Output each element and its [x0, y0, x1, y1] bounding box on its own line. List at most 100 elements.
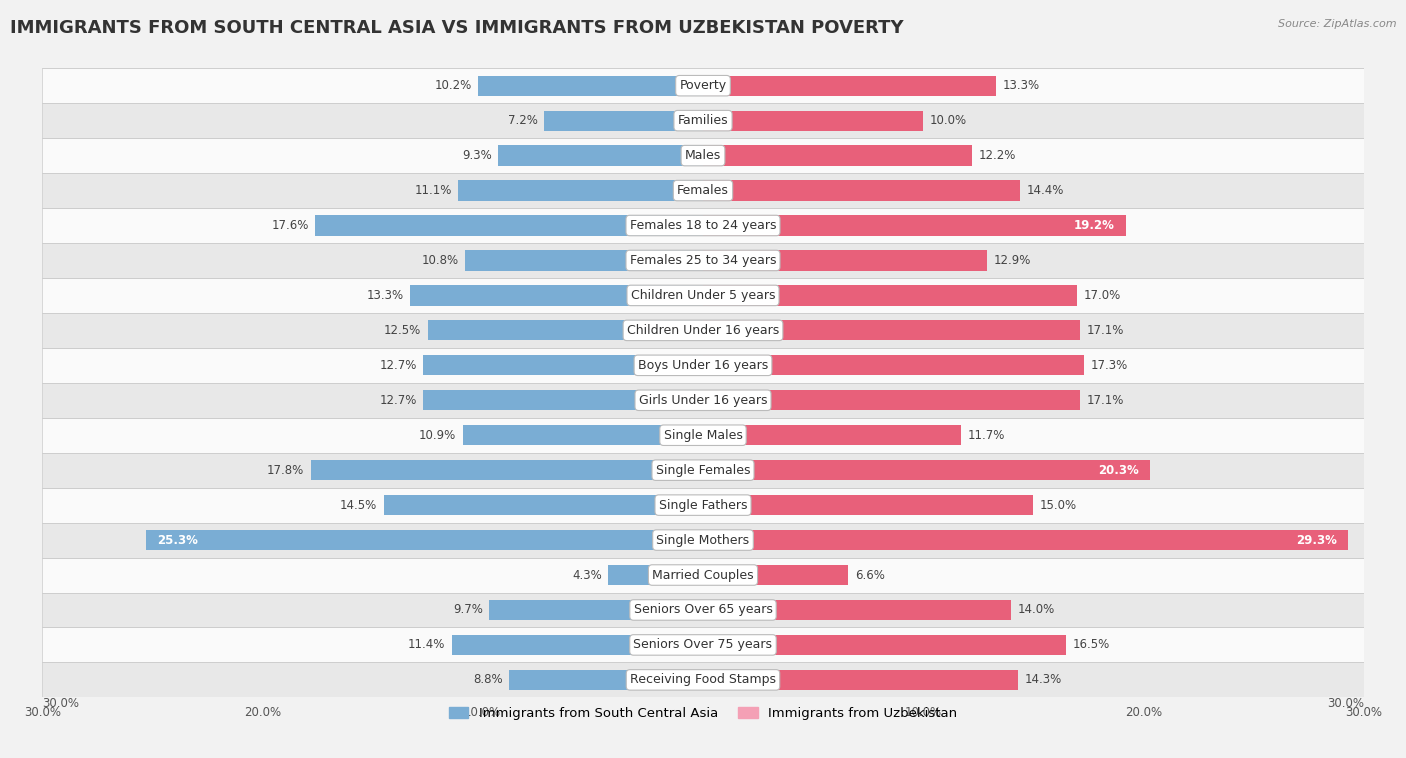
Text: Seniors Over 65 years: Seniors Over 65 years [634, 603, 772, 616]
Text: 8.8%: 8.8% [472, 673, 502, 687]
Bar [42, 138, 1364, 173]
Text: Girls Under 16 years: Girls Under 16 years [638, 393, 768, 407]
Bar [42, 68, 1364, 103]
Text: 17.1%: 17.1% [1087, 324, 1123, 337]
Bar [703, 390, 1080, 410]
Bar [42, 522, 1364, 558]
Bar [703, 111, 924, 131]
Text: 14.0%: 14.0% [1018, 603, 1056, 616]
Bar [42, 208, 1364, 243]
Text: 12.7%: 12.7% [380, 359, 416, 372]
Bar [42, 487, 1364, 522]
Text: 19.2%: 19.2% [1074, 219, 1115, 232]
Text: 17.1%: 17.1% [1087, 393, 1123, 407]
Bar [463, 425, 703, 446]
Bar [42, 173, 1364, 208]
Bar [42, 313, 1364, 348]
Bar [703, 425, 960, 446]
Bar [423, 390, 703, 410]
Text: Single Males: Single Males [664, 429, 742, 442]
Bar [703, 180, 1021, 201]
Bar [42, 593, 1364, 628]
Text: Children Under 5 years: Children Under 5 years [631, 289, 775, 302]
Bar [544, 111, 703, 131]
Text: Receiving Food Stamps: Receiving Food Stamps [630, 673, 776, 687]
Bar [703, 495, 1033, 515]
Bar [703, 530, 1348, 550]
Bar [703, 320, 1080, 340]
Bar [703, 460, 1150, 481]
Text: 29.3%: 29.3% [1296, 534, 1337, 547]
Bar [703, 600, 1011, 620]
Bar [42, 558, 1364, 593]
Text: Single Fathers: Single Fathers [659, 499, 747, 512]
Bar [509, 670, 703, 690]
Bar [498, 146, 703, 166]
Bar [609, 565, 703, 585]
Text: Females 25 to 34 years: Females 25 to 34 years [630, 254, 776, 267]
Bar [489, 600, 703, 620]
Text: 11.4%: 11.4% [408, 638, 446, 651]
Bar [42, 418, 1364, 453]
Text: 12.2%: 12.2% [979, 149, 1015, 162]
Bar [146, 530, 703, 550]
Bar [458, 180, 703, 201]
Bar [427, 320, 703, 340]
Text: 17.0%: 17.0% [1084, 289, 1122, 302]
Text: 10.9%: 10.9% [419, 429, 457, 442]
Text: Boys Under 16 years: Boys Under 16 years [638, 359, 768, 372]
Bar [703, 215, 1126, 236]
Text: 10.0%: 10.0% [929, 114, 967, 127]
Text: 14.4%: 14.4% [1026, 184, 1064, 197]
Text: 9.7%: 9.7% [453, 603, 482, 616]
Bar [42, 348, 1364, 383]
Text: 11.7%: 11.7% [967, 429, 1005, 442]
Text: 17.8%: 17.8% [267, 464, 304, 477]
Text: 17.3%: 17.3% [1091, 359, 1128, 372]
Text: 11.1%: 11.1% [415, 184, 451, 197]
Bar [311, 460, 703, 481]
Text: Single Mothers: Single Mothers [657, 534, 749, 547]
Bar [315, 215, 703, 236]
Text: 12.5%: 12.5% [384, 324, 420, 337]
Text: Children Under 16 years: Children Under 16 years [627, 324, 779, 337]
Text: 4.3%: 4.3% [572, 568, 602, 581]
Bar [703, 285, 1077, 305]
Bar [42, 628, 1364, 662]
Bar [42, 243, 1364, 278]
Text: 14.3%: 14.3% [1025, 673, 1062, 687]
Text: 13.3%: 13.3% [1002, 79, 1039, 92]
Text: Males: Males [685, 149, 721, 162]
Text: IMMIGRANTS FROM SOUTH CENTRAL ASIA VS IMMIGRANTS FROM UZBEKISTAN POVERTY: IMMIGRANTS FROM SOUTH CENTRAL ASIA VS IM… [10, 19, 904, 37]
Bar [703, 76, 995, 96]
Text: 20.3%: 20.3% [1098, 464, 1139, 477]
Text: Families: Families [678, 114, 728, 127]
Text: 15.0%: 15.0% [1040, 499, 1077, 512]
Text: Females: Females [678, 184, 728, 197]
Bar [451, 634, 703, 655]
Bar [42, 383, 1364, 418]
Bar [703, 356, 1084, 375]
Text: 17.6%: 17.6% [271, 219, 309, 232]
Text: 30.0%: 30.0% [42, 697, 79, 710]
Text: Single Females: Single Females [655, 464, 751, 477]
Text: 12.7%: 12.7% [380, 393, 416, 407]
Legend: Immigrants from South Central Asia, Immigrants from Uzbekistan: Immigrants from South Central Asia, Immi… [443, 701, 963, 725]
Text: 10.2%: 10.2% [434, 79, 471, 92]
Bar [703, 670, 1018, 690]
Text: Source: ZipAtlas.com: Source: ZipAtlas.com [1278, 19, 1396, 29]
Bar [703, 146, 972, 166]
Text: 25.3%: 25.3% [156, 534, 198, 547]
Text: 10.8%: 10.8% [422, 254, 458, 267]
Text: Poverty: Poverty [679, 79, 727, 92]
Bar [42, 278, 1364, 313]
Bar [411, 285, 703, 305]
Bar [703, 634, 1066, 655]
Bar [703, 250, 987, 271]
Text: Seniors Over 75 years: Seniors Over 75 years [634, 638, 772, 651]
Text: 16.5%: 16.5% [1073, 638, 1111, 651]
Bar [42, 103, 1364, 138]
Text: 30.0%: 30.0% [1327, 697, 1364, 710]
Text: Females 18 to 24 years: Females 18 to 24 years [630, 219, 776, 232]
Text: 13.3%: 13.3% [367, 289, 404, 302]
